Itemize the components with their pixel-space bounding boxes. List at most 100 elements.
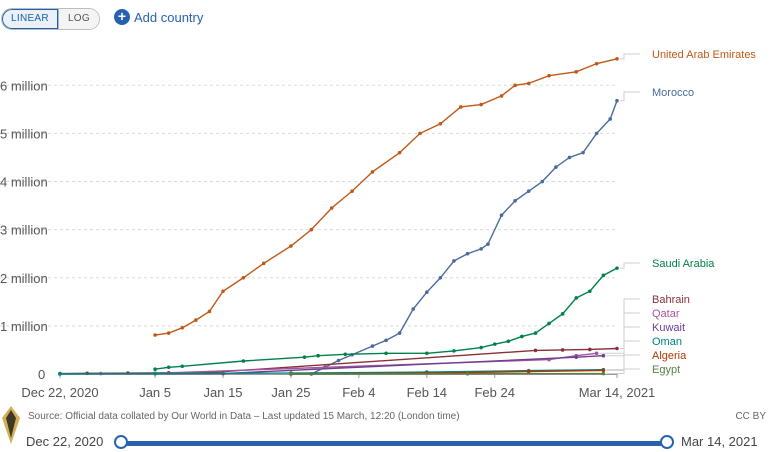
data-point-oman	[58, 372, 62, 376]
data-point-united-arab-emirates	[500, 94, 504, 98]
data-point-united-arab-emirates	[289, 244, 293, 248]
y-tick-label: 0	[38, 367, 45, 382]
series-line-united-arab-emirates	[155, 59, 617, 335]
data-point-united-arab-emirates	[513, 84, 517, 88]
timeline-start-label: Dec 22, 2020	[26, 434, 103, 449]
data-point-egypt	[289, 372, 293, 376]
data-point-morocco	[608, 117, 612, 121]
x-tick-label: Feb 24	[474, 385, 514, 400]
data-point-saudi-arabia	[534, 331, 538, 335]
legend-label-algeria: Algeria	[652, 350, 687, 362]
data-point-morocco	[581, 151, 585, 155]
data-point-morocco	[466, 252, 470, 256]
data-point-bahrain	[615, 347, 619, 351]
data-point-morocco	[425, 290, 429, 294]
y-tick-label: 3 million	[0, 223, 48, 238]
legend-label-egypt: Egypt	[652, 364, 680, 376]
y-tick-label: 1 million	[0, 319, 48, 334]
data-point-algeria	[527, 370, 531, 374]
timeline-track[interactable]	[121, 441, 667, 446]
data-point-united-arab-emirates	[310, 228, 314, 232]
data-point-saudi-arabia	[316, 354, 320, 358]
data-point-egypt	[602, 372, 606, 376]
data-point-united-arab-emirates	[439, 122, 443, 126]
data-point-united-arab-emirates	[180, 326, 184, 330]
data-point-saudi-arabia	[493, 342, 497, 346]
source-note: Source: Official data collated by Our Wo…	[28, 411, 460, 422]
legend-label-bahrain: Bahrain	[652, 294, 690, 306]
data-point-saudi-arabia	[303, 355, 307, 359]
data-point-saudi-arabia	[452, 349, 456, 353]
data-point-morocco	[486, 242, 490, 246]
timeline-start-handle[interactable]	[114, 435, 128, 449]
data-point-saudi-arabia	[167, 365, 171, 369]
data-point-saudi-arabia	[520, 335, 524, 339]
data-point-saudi-arabia	[153, 367, 157, 371]
timeline-end-handle[interactable]	[660, 435, 674, 449]
y-tick-label: 6 million	[0, 78, 48, 93]
data-point-qatar	[595, 352, 599, 356]
y-tick-label: 4 million	[0, 175, 48, 190]
timeline-slider: Dec 22, 2020 Mar 14, 2021	[0, 432, 784, 452]
legend-label-morocco: Morocco	[652, 87, 694, 99]
data-point-morocco	[527, 189, 531, 193]
data-point-united-arab-emirates	[418, 132, 422, 136]
data-point-saudi-arabia	[615, 266, 619, 270]
data-point-saudi-arabia	[479, 346, 483, 350]
y-tick-label: 5 million	[0, 126, 48, 141]
data-point-saudi-arabia	[561, 312, 565, 316]
legend-leader-line	[620, 92, 640, 101]
x-tick-label: Jan 15	[204, 385, 243, 400]
legend-label-kuwait: Kuwait	[652, 322, 685, 334]
data-point-saudi-arabia	[425, 352, 429, 356]
data-point-united-arab-emirates	[242, 276, 246, 280]
legend-label-saudi-arabia: Saudi Arabia	[652, 258, 715, 270]
data-point-morocco	[384, 339, 388, 343]
data-point-united-arab-emirates	[595, 62, 599, 66]
data-point-bahrain	[561, 348, 565, 352]
data-point-egypt	[466, 372, 470, 376]
data-point-united-arab-emirates	[398, 151, 402, 155]
data-point-saudi-arabia	[602, 274, 606, 278]
data-point-bahrain	[534, 349, 538, 353]
data-point-kuwait	[574, 355, 578, 359]
legend-leader-line	[600, 313, 640, 353]
data-point-united-arab-emirates	[194, 318, 198, 322]
timeline-end-label: Mar 14, 2021	[681, 434, 758, 449]
data-point-united-arab-emirates	[221, 289, 225, 293]
data-point-algeria	[602, 369, 606, 373]
data-point-united-arab-emirates	[330, 206, 334, 210]
series-line-morocco	[311, 101, 617, 374]
data-point-united-arab-emirates	[350, 189, 354, 193]
data-point-united-arab-emirates	[371, 170, 375, 174]
data-point-morocco	[554, 165, 558, 169]
data-point-saudi-arabia	[588, 289, 592, 293]
y-tick-label: 2 million	[0, 271, 48, 286]
data-point-saudi-arabia	[547, 322, 551, 326]
legend-label-oman: Oman	[652, 336, 682, 348]
data-point-united-arab-emirates	[547, 74, 551, 78]
data-point-saudi-arabia	[384, 352, 388, 356]
data-point-saudi-arabia	[507, 339, 511, 343]
x-tick-label: Mar 14, 2021	[579, 385, 656, 400]
data-point-morocco	[513, 199, 517, 203]
data-point-united-arab-emirates	[574, 70, 578, 74]
data-point-united-arab-emirates	[262, 262, 266, 266]
legend-leader-line	[606, 355, 640, 370]
data-point-morocco	[615, 99, 619, 103]
data-point-united-arab-emirates	[615, 57, 619, 61]
legend-label-qatar: Qatar	[652, 308, 680, 320]
data-point-morocco	[452, 259, 456, 263]
x-tick-label: Jan 25	[271, 385, 310, 400]
x-tick-label: Dec 22, 2020	[21, 385, 98, 400]
data-point-morocco	[398, 331, 402, 335]
x-tick-label: Jan 5	[139, 385, 171, 400]
data-point-morocco	[595, 132, 599, 136]
data-point-morocco	[500, 213, 504, 217]
data-point-morocco	[411, 307, 415, 311]
data-point-united-arab-emirates	[527, 82, 531, 86]
data-point-morocco	[479, 247, 483, 251]
x-tick-label: Feb 4	[342, 385, 375, 400]
data-point-morocco	[540, 180, 544, 184]
x-tick-label: Feb 14	[407, 385, 447, 400]
